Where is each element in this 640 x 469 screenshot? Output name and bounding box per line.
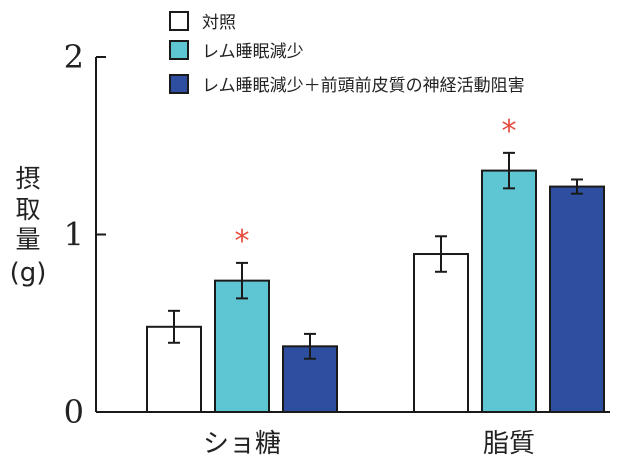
y-axis-label: (g) <box>10 258 47 288</box>
x-tick-label: 脂質 <box>483 429 535 459</box>
bar <box>549 185 605 413</box>
significance-marker: * <box>502 114 517 149</box>
legend-swatch <box>169 40 189 60</box>
y-axis-label: 摂 <box>15 164 40 193</box>
y-axis-label: 取 <box>15 195 40 224</box>
y-tick-label: 0 <box>64 393 84 431</box>
x-tick-label: ショ糖 <box>203 429 281 459</box>
y-tick-label: 2 <box>64 38 84 76</box>
legend-label: レム睡眠減少＋前頭前皮質の神経活動阻害 <box>202 76 525 96</box>
legend-swatch <box>169 74 189 94</box>
bar <box>214 279 270 413</box>
significance-marker: * <box>235 224 250 259</box>
bar <box>413 253 469 413</box>
bar <box>481 169 537 413</box>
legend-swatch <box>169 11 189 31</box>
legend-label: レム睡眠減少 <box>202 42 304 62</box>
y-tick-label: 1 <box>64 216 84 254</box>
y-axis-label: 量 <box>15 225 40 254</box>
legend-label: 対照 <box>202 13 236 33</box>
